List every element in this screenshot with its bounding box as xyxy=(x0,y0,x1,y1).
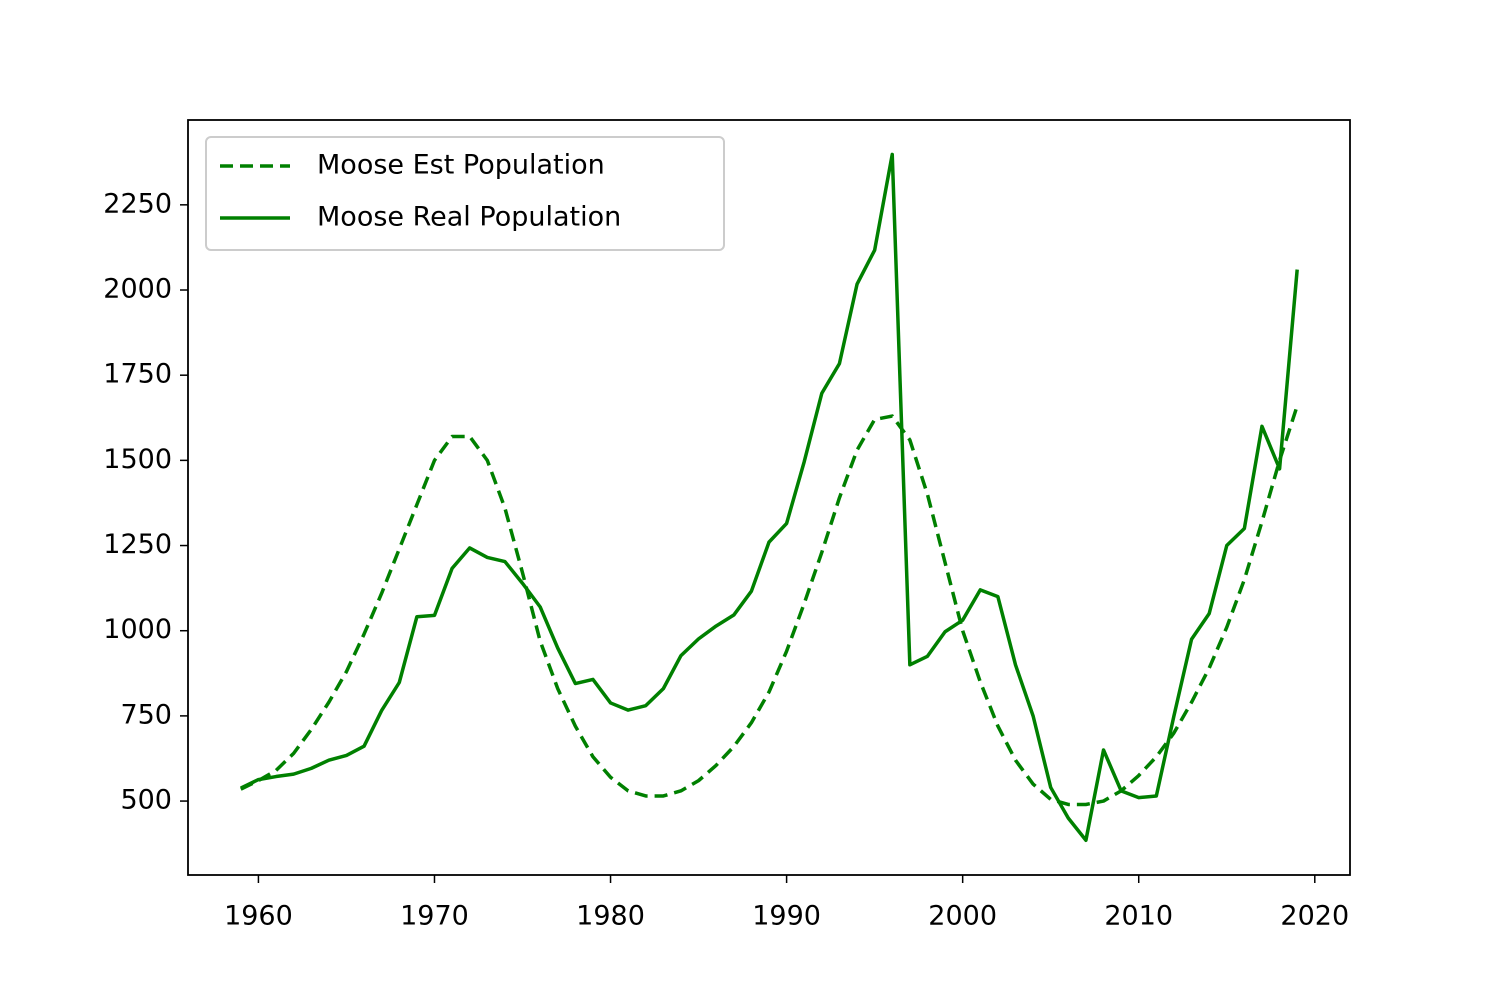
y-tick-label: 1250 xyxy=(103,529,172,560)
x-tick-label: 1970 xyxy=(400,901,469,932)
y-tick-label: 2000 xyxy=(103,274,172,305)
y-tick-label: 2250 xyxy=(103,188,172,219)
legend-box xyxy=(205,136,725,251)
y-tick-label: 1750 xyxy=(103,359,172,390)
legend-label: Moose Est Population xyxy=(317,150,605,181)
legend-label: Moose Real Population xyxy=(317,202,621,233)
x-tick-label: 1980 xyxy=(576,901,645,932)
y-tick-label: 1500 xyxy=(103,444,172,475)
y-tick-label: 750 xyxy=(120,699,172,730)
x-tick-label: 2020 xyxy=(1280,901,1349,932)
y-tick-label: 500 xyxy=(120,785,172,816)
plot-frame xyxy=(187,119,1351,876)
x-tick-label: 1960 xyxy=(224,901,293,932)
x-tick-label: 1990 xyxy=(752,901,821,932)
y-tick-label: 1000 xyxy=(103,614,172,645)
x-tick-label: 2010 xyxy=(1104,901,1173,932)
x-tick-label: 2000 xyxy=(928,901,997,932)
series-line xyxy=(240,152,1299,842)
